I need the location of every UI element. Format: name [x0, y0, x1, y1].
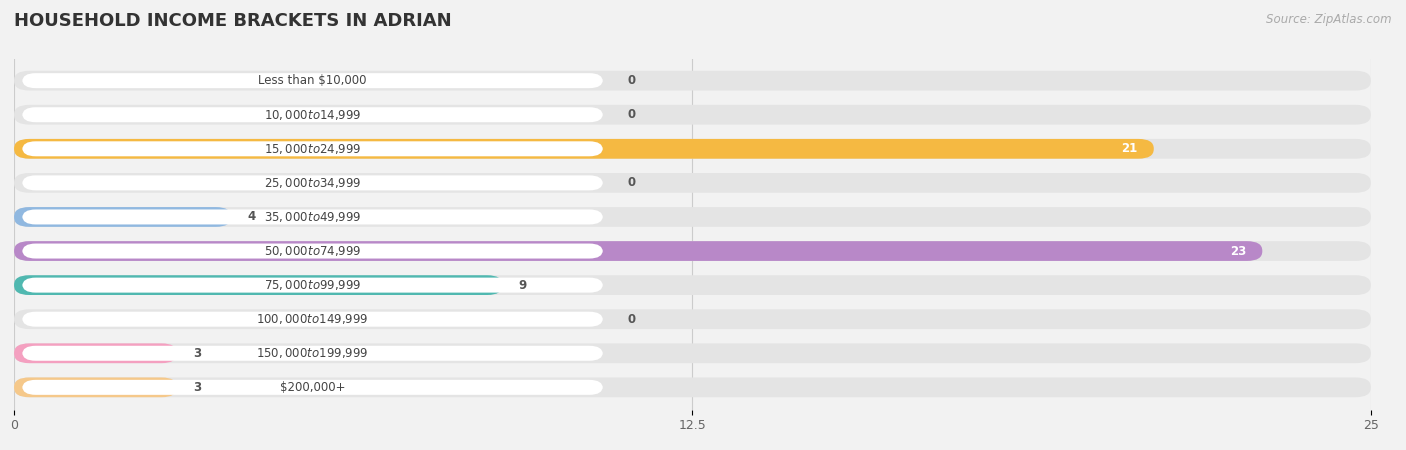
- Text: $15,000 to $24,999: $15,000 to $24,999: [264, 142, 361, 156]
- FancyBboxPatch shape: [14, 139, 1371, 159]
- Text: $75,000 to $99,999: $75,000 to $99,999: [264, 278, 361, 292]
- FancyBboxPatch shape: [22, 312, 603, 327]
- FancyBboxPatch shape: [14, 139, 1154, 159]
- Text: $10,000 to $14,999: $10,000 to $14,999: [264, 108, 361, 122]
- Text: $100,000 to $149,999: $100,000 to $149,999: [256, 312, 368, 326]
- FancyBboxPatch shape: [14, 343, 1371, 363]
- FancyBboxPatch shape: [14, 105, 1371, 125]
- FancyBboxPatch shape: [22, 346, 603, 361]
- FancyBboxPatch shape: [22, 176, 603, 190]
- Text: $25,000 to $34,999: $25,000 to $34,999: [264, 176, 361, 190]
- Text: 0: 0: [627, 313, 636, 326]
- Text: 4: 4: [247, 211, 256, 224]
- FancyBboxPatch shape: [22, 209, 603, 225]
- FancyBboxPatch shape: [14, 378, 177, 397]
- Text: $150,000 to $199,999: $150,000 to $199,999: [256, 346, 368, 360]
- Text: 0: 0: [627, 74, 636, 87]
- Text: Source: ZipAtlas.com: Source: ZipAtlas.com: [1267, 14, 1392, 27]
- Text: $50,000 to $74,999: $50,000 to $74,999: [264, 244, 361, 258]
- FancyBboxPatch shape: [22, 243, 603, 259]
- Text: 21: 21: [1121, 142, 1137, 155]
- Text: $35,000 to $49,999: $35,000 to $49,999: [264, 210, 361, 224]
- FancyBboxPatch shape: [22, 107, 603, 122]
- FancyBboxPatch shape: [22, 380, 603, 395]
- Text: $200,000+: $200,000+: [280, 381, 346, 394]
- Text: 9: 9: [519, 279, 527, 292]
- FancyBboxPatch shape: [14, 241, 1263, 261]
- Text: 3: 3: [193, 381, 201, 394]
- FancyBboxPatch shape: [14, 343, 177, 363]
- FancyBboxPatch shape: [14, 241, 1371, 261]
- Text: 3: 3: [193, 347, 201, 360]
- Text: 23: 23: [1230, 244, 1246, 257]
- Text: Less than $10,000: Less than $10,000: [259, 74, 367, 87]
- FancyBboxPatch shape: [22, 73, 603, 88]
- Text: HOUSEHOLD INCOME BRACKETS IN ADRIAN: HOUSEHOLD INCOME BRACKETS IN ADRIAN: [14, 13, 451, 31]
- FancyBboxPatch shape: [14, 207, 1371, 227]
- FancyBboxPatch shape: [14, 378, 1371, 397]
- FancyBboxPatch shape: [14, 207, 231, 227]
- FancyBboxPatch shape: [14, 173, 1371, 193]
- Text: 0: 0: [627, 108, 636, 121]
- FancyBboxPatch shape: [22, 141, 603, 156]
- FancyBboxPatch shape: [14, 275, 502, 295]
- FancyBboxPatch shape: [14, 309, 1371, 329]
- Text: 0: 0: [627, 176, 636, 189]
- FancyBboxPatch shape: [14, 275, 1371, 295]
- FancyBboxPatch shape: [14, 71, 1371, 90]
- FancyBboxPatch shape: [22, 278, 603, 292]
